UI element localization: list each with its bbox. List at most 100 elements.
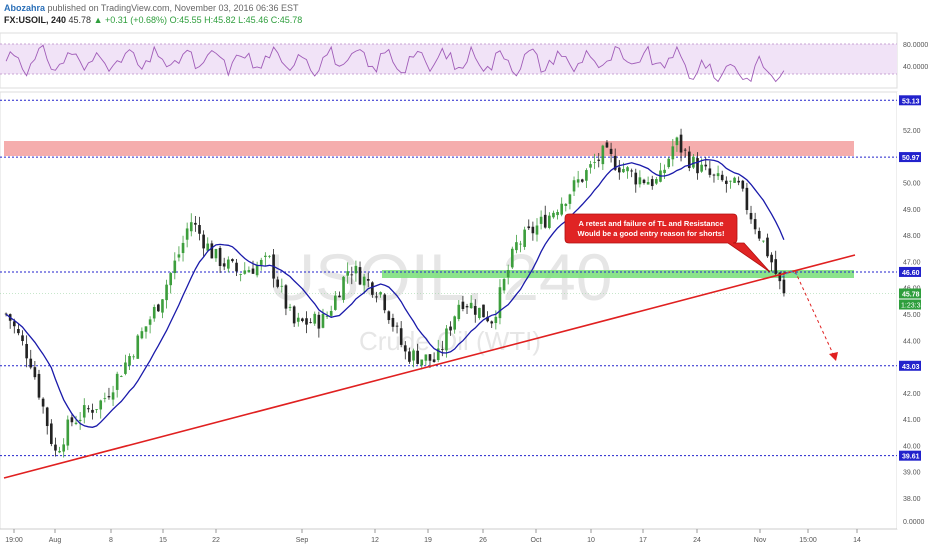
- candle: [362, 273, 366, 295]
- candle-body: [173, 260, 177, 274]
- candle-body: [782, 279, 786, 294]
- candle: [206, 237, 210, 253]
- candle: [609, 142, 613, 163]
- candle: [152, 304, 156, 322]
- candle: [41, 397, 45, 414]
- candle-body: [350, 274, 354, 276]
- rsi-tick-label: 80.0000: [903, 42, 928, 49]
- price-tick-label: 0.0000: [903, 519, 925, 526]
- candle: [498, 279, 502, 325]
- candle: [21, 330, 24, 346]
- time-tick-label: Sep: [296, 537, 309, 544]
- annotation-callout[interactable]: [564, 213, 771, 273]
- candle-body: [420, 359, 424, 366]
- candle: [50, 419, 53, 447]
- candle-body: [309, 322, 312, 324]
- candle-body: [334, 295, 337, 310]
- candle: [58, 446, 61, 454]
- candle: [395, 322, 399, 334]
- time-tick-label: 10: [587, 537, 595, 544]
- candle: [453, 315, 456, 334]
- candle-body: [66, 419, 70, 446]
- candle: [247, 266, 251, 273]
- candle: [671, 139, 675, 167]
- candle: [482, 304, 485, 318]
- candle-body: [428, 354, 432, 361]
- candle-body: [45, 407, 49, 427]
- symbol-label[interactable]: FX:USOIL, 240: [4, 15, 67, 25]
- price-tick-label: 48.00: [903, 233, 921, 240]
- price-axis[interactable]: 52.0051.0050.0049.0048.0047.0046.0045.00…: [897, 92, 932, 529]
- candle-body: [218, 247, 222, 267]
- level-badge-bg: [899, 360, 921, 371]
- candle-body: [749, 212, 753, 220]
- candle-body: [399, 328, 403, 345]
- candle-body: [362, 276, 366, 286]
- price-tick-label: 39.00: [903, 470, 921, 477]
- candle-body: [556, 212, 559, 216]
- price-tick-label: 50.00: [903, 181, 921, 188]
- candle-body: [346, 271, 349, 276]
- candle: [560, 197, 564, 217]
- candle: [548, 212, 551, 230]
- candle-body: [515, 242, 518, 251]
- time-axis[interactable]: 19:00 Aug 8 15 22 Sep 12 19 26 Oct 10 17 24 Nov 15:00 1…: [0, 528, 897, 544]
- author-link[interactable]: Abozahra: [4, 3, 46, 13]
- countdown-label: 1:23:35: [901, 302, 924, 309]
- candle-body: [144, 326, 148, 332]
- candle: [655, 177, 658, 185]
- candle: [720, 170, 724, 182]
- candle: [766, 233, 769, 258]
- price-tick-label: 41.00: [903, 417, 921, 424]
- candle: [301, 317, 304, 323]
- candle: [334, 291, 337, 311]
- candle: [366, 272, 370, 288]
- rsi-band: [0, 44, 897, 74]
- candle-body: [264, 255, 267, 257]
- candle: [757, 227, 761, 241]
- candle: [679, 128, 683, 162]
- candle: [169, 271, 173, 294]
- candle: [243, 262, 247, 275]
- candle-body: [593, 162, 596, 163]
- candle-body: [580, 179, 584, 182]
- candle-body: [124, 362, 127, 374]
- candle-body: [502, 279, 506, 291]
- candle-body: [543, 214, 547, 228]
- candle: [638, 170, 642, 188]
- candle: [741, 179, 745, 192]
- time-tick-label: 22: [212, 537, 220, 544]
- time-tick-label: Oct: [531, 537, 542, 544]
- candle-body: [650, 179, 654, 187]
- candle-body: [564, 203, 568, 206]
- retest-projection-line: [781, 270, 799, 278]
- candle: [62, 438, 65, 458]
- candle-body: [115, 373, 119, 390]
- time-tick-label: 17: [639, 537, 647, 544]
- candle-body: [280, 285, 284, 287]
- price-tick-label: 49.00: [903, 207, 921, 214]
- candle-body: [560, 203, 564, 215]
- candle-body: [358, 267, 362, 285]
- candle: [605, 140, 609, 148]
- candle: [535, 218, 539, 242]
- candle: [403, 341, 407, 360]
- candle-body: [642, 179, 646, 184]
- candle: [408, 347, 411, 364]
- candle-body: [498, 287, 502, 319]
- level-badge-bg: [899, 266, 921, 277]
- candle-body: [194, 222, 197, 225]
- candle-body: [29, 358, 33, 368]
- candle-body: [387, 311, 391, 321]
- candle-body: [177, 254, 181, 258]
- candle: [469, 295, 473, 309]
- candle-body: [214, 249, 218, 259]
- candle-body: [729, 180, 732, 182]
- rsi-line: [5, 44, 785, 83]
- annotation-line-1: A retest and failure of TL and Resistanc…: [578, 219, 723, 228]
- time-tick-label: 24: [693, 537, 701, 544]
- candle: [708, 160, 712, 178]
- candle-body: [506, 269, 510, 278]
- candle-body: [235, 262, 238, 272]
